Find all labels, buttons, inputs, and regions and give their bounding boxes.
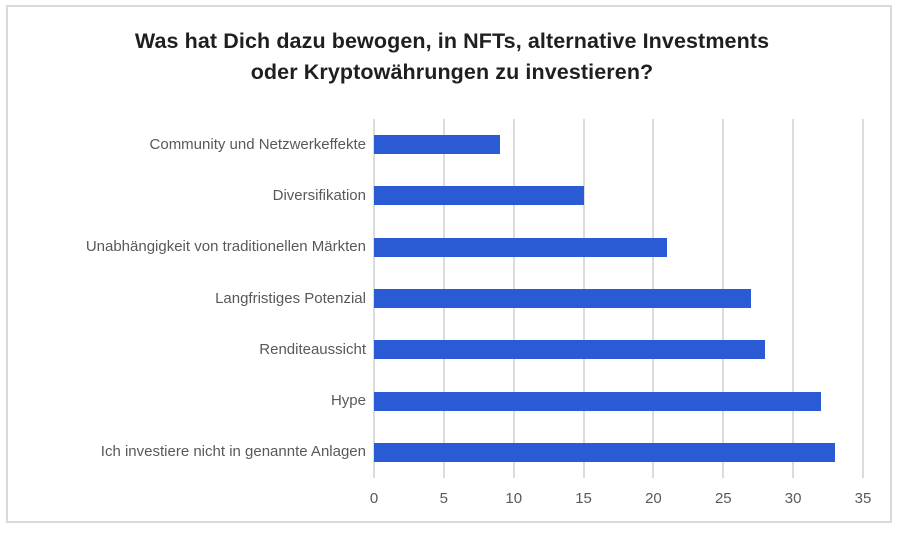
bar xyxy=(374,391,822,411)
gridline xyxy=(862,119,864,478)
category-label: Hype xyxy=(330,392,366,410)
category-label: Community und Netzwerkeffekte xyxy=(149,135,366,153)
x-tick-label: 20 xyxy=(645,490,662,507)
chart-title: Was hat Dich dazu bewogen, in NFTs, alte… xyxy=(134,29,770,85)
bar xyxy=(374,135,500,155)
category-label: Ich investiere nicht in genannte Anlagen xyxy=(100,443,366,461)
category-label: Unabhängigkeit von traditionellen Märkte… xyxy=(85,238,366,256)
gridline xyxy=(792,119,795,478)
category-label: Diversifikation xyxy=(272,186,366,204)
category-label: Renditeaussicht xyxy=(259,340,366,358)
bar xyxy=(374,237,668,257)
x-tick-label: 30 xyxy=(784,490,802,507)
bar xyxy=(374,340,766,360)
x-tick-label: 10 xyxy=(505,490,523,507)
plot-area xyxy=(373,119,864,478)
x-tick-label: 5 xyxy=(439,490,449,507)
category-label: Langfristiges Potenzial xyxy=(215,289,366,307)
x-tick-label: 0 xyxy=(369,490,379,507)
bar xyxy=(374,289,752,308)
x-tick-label: 15 xyxy=(575,490,592,507)
x-tick-label: 35 xyxy=(854,490,872,507)
x-tick-label: 25 xyxy=(714,490,732,507)
bar xyxy=(374,186,584,206)
bar xyxy=(374,442,836,462)
